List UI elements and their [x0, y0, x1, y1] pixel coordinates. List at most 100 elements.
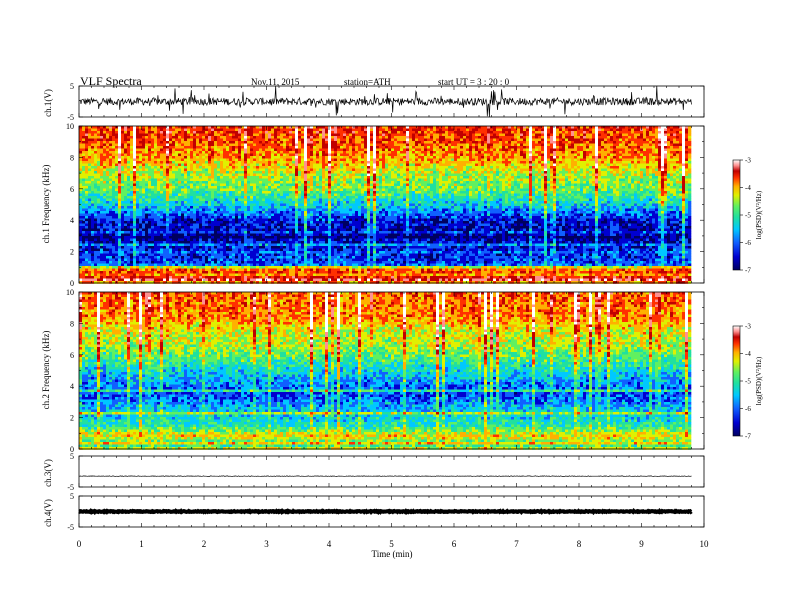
spectrogram-cell: [160, 183, 167, 187]
spectrogram-cell: [379, 166, 383, 169]
spectrogram-cell: [166, 141, 170, 144]
spectrogram-cell: [652, 161, 656, 164]
spectrogram-cell: [178, 133, 185, 137]
spectrogram-cell: [607, 148, 614, 152]
spectrogram-cell: [136, 196, 140, 199]
spectrogram-cell: [601, 193, 608, 197]
spectrogram-cell: [118, 178, 122, 182]
spectrogram-cell: [193, 156, 197, 159]
spectrogram-cell: [250, 198, 254, 202]
spectrogram-cell: [406, 198, 410, 202]
spectrogram-cell: [169, 161, 173, 164]
spectrogram-cell: [568, 151, 572, 154]
spectrogram-cell: [625, 203, 635, 207]
spectrogram-cell: [100, 141, 104, 144]
spectrogram-cell: [475, 191, 479, 194]
spectrogram-cell: [268, 141, 272, 144]
spectrogram-cell: [376, 153, 380, 157]
spectrogram-cell: [676, 161, 683, 164]
spectrogram-cell: [106, 148, 110, 152]
spectrogram-cell: [454, 133, 458, 137]
spectrogram-cell: [526, 126, 530, 129]
spectrogram-cell: [475, 131, 488, 134]
spectrogram-cell: [622, 183, 626, 187]
spectrogram-cell: [676, 173, 680, 177]
spectrogram-cell: [553, 168, 557, 172]
spectrogram-cell: [574, 168, 578, 172]
spectrogram-cell: [601, 141, 605, 144]
spectrogram-cell: [133, 173, 137, 177]
spectrogram-cell: [541, 196, 545, 199]
spectrogram-cell: [658, 163, 662, 167]
spectrogram-cell: [454, 171, 461, 174]
spectrogram-cell: [244, 171, 248, 174]
spectrogram-cell: [601, 148, 605, 152]
spectrogram-cell: [304, 178, 308, 182]
spectrogram-cell: [574, 131, 578, 134]
spectrogram-cell: [487, 188, 491, 192]
spectrogram-cell: [322, 158, 326, 162]
spectrogram-cell: [544, 143, 548, 147]
spectrogram-cell: [502, 158, 506, 162]
spectrogram-cell: [295, 153, 299, 157]
spectrogram-cell: [361, 126, 365, 129]
spectrogram-cell: [511, 181, 515, 184]
spectrogram-cell: [268, 173, 275, 177]
spectrogram-cell: [535, 173, 539, 177]
spectrogram-cell: [535, 168, 539, 172]
spectrogram-cell: [526, 148, 530, 152]
station-label: station=ATH: [344, 77, 391, 87]
spectrogram-cell: [334, 151, 338, 154]
spectrogram-cell: [106, 198, 113, 202]
spectrogram-cell: [529, 128, 533, 132]
spectrogram-cell: [328, 138, 332, 142]
spectrogram-cell: [646, 181, 650, 184]
spectrogram-cell: [403, 146, 407, 149]
spectrogram-cell: [556, 166, 563, 169]
spectrogram-cell: [307, 141, 314, 144]
spectrogram-cell: [577, 126, 581, 129]
spectrogram-cell: [106, 191, 110, 194]
spectrogram-cell: [295, 201, 299, 204]
spectrogram-cell: [124, 161, 128, 164]
spectrogram-cell: [568, 166, 572, 169]
spectrogram-cell: [490, 168, 494, 172]
spectrogram-cell: [445, 126, 449, 129]
spectrogram-cell: [277, 188, 281, 192]
spectrogram-cell: [289, 136, 293, 139]
spectrogram-cell: [229, 126, 236, 129]
spectrogram-cell: [433, 201, 437, 204]
spectrogram-cell: [646, 128, 650, 132]
spectrogram-cell: [148, 131, 155, 134]
spectrogram-cell: [505, 168, 509, 172]
spectrogram-cell: [400, 173, 404, 177]
spectrogram-cell: [463, 138, 467, 142]
spectrogram-cell: [220, 161, 224, 164]
spectrogram-cell: [679, 151, 683, 154]
spectrogram-cell: [595, 188, 599, 192]
spectrogram-cell: [130, 126, 134, 129]
spectrogram-cell: [655, 148, 659, 152]
spectrogram-cell: [316, 191, 320, 194]
spectrogram-cell: [292, 181, 296, 184]
spectrogram-cell: [376, 168, 380, 172]
spectrogram-cell: [577, 131, 584, 134]
spectrogram-cell: [124, 198, 128, 202]
spectrogram-cell: [682, 128, 686, 132]
spectrogram-cell: [340, 198, 344, 202]
spectrogram-cell: [379, 153, 383, 157]
spectrogram-cell: [82, 171, 86, 174]
spectrogram-cell: [418, 178, 422, 182]
spectrogram-cell: [514, 173, 518, 177]
spectrogram-cell: [145, 128, 149, 132]
spectrogram-cell: [682, 141, 686, 144]
spectrogram-cell: [508, 148, 512, 152]
spectrogram-cell: [286, 196, 296, 199]
spectrogram-cell: [310, 203, 314, 207]
spectrogram-cell: [127, 173, 131, 177]
spectrogram-cell: [652, 198, 656, 202]
spectrogram-cell: [97, 201, 101, 204]
spectrogram-cell: [676, 153, 680, 157]
spectrogram-cell: [313, 181, 317, 184]
spectrogram-cell: [508, 201, 512, 204]
